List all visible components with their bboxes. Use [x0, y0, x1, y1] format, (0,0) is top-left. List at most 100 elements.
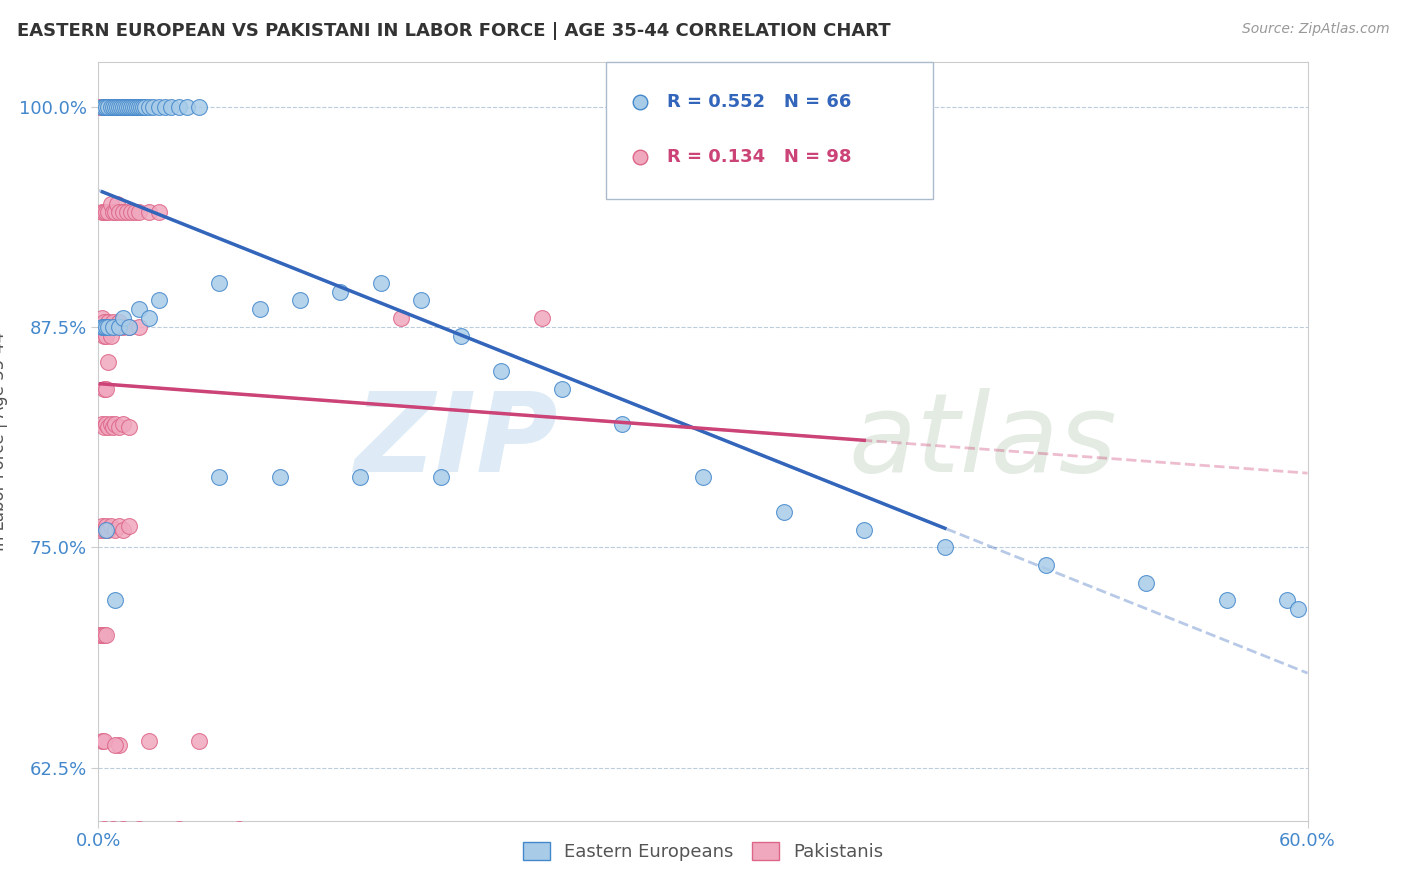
- Point: [91, 99, 114, 113]
- Point: [91, 99, 114, 113]
- Point: [93, 628, 115, 642]
- Point: [990, 191, 1012, 205]
- Point: [100, 99, 122, 113]
- Point: [96, 328, 118, 343]
- Point: [107, 420, 129, 434]
- Point: [114, 99, 136, 113]
- Point: [128, 320, 150, 334]
- Point: [148, 205, 170, 219]
- Point: [101, 420, 124, 434]
- Point: [97, 315, 120, 329]
- FancyBboxPatch shape: [606, 62, 932, 199]
- Point: [208, 470, 231, 484]
- Point: [93, 734, 115, 748]
- Point: [124, 205, 146, 219]
- Point: [101, 822, 124, 837]
- Point: [96, 320, 118, 334]
- Point: [101, 99, 124, 113]
- Point: [89, 99, 111, 113]
- Point: [1035, 558, 1057, 572]
- Point: [110, 99, 132, 113]
- Point: [349, 470, 371, 484]
- Point: [103, 205, 125, 219]
- Point: [101, 320, 124, 334]
- Point: [103, 320, 125, 334]
- Point: [101, 99, 124, 113]
- Point: [100, 328, 122, 343]
- Point: [128, 822, 150, 837]
- Point: [128, 205, 150, 219]
- Point: [103, 99, 125, 113]
- Point: [110, 99, 132, 113]
- Point: [96, 519, 118, 533]
- Point: [188, 734, 211, 748]
- Point: [96, 320, 118, 334]
- Point: [176, 99, 198, 113]
- Point: [129, 99, 152, 113]
- Point: [89, 523, 111, 537]
- Point: [96, 417, 118, 431]
- Point: [188, 99, 211, 113]
- Point: [100, 196, 122, 211]
- Point: [103, 593, 125, 607]
- Point: [107, 205, 129, 219]
- Point: [100, 99, 122, 113]
- Point: [103, 417, 125, 431]
- Point: [89, 628, 111, 642]
- Point: [228, 822, 250, 837]
- Point: [97, 205, 120, 219]
- Point: [96, 99, 118, 113]
- Point: [100, 519, 122, 533]
- Point: [93, 315, 115, 329]
- Point: [115, 99, 138, 113]
- Point: [100, 417, 122, 431]
- Point: [118, 519, 141, 533]
- Point: [120, 99, 142, 113]
- Point: [111, 99, 134, 113]
- Point: [91, 734, 114, 748]
- Point: [89, 320, 111, 334]
- Point: [101, 315, 124, 329]
- Point: [148, 99, 170, 113]
- Point: [160, 99, 183, 113]
- Point: [91, 628, 114, 642]
- Point: [115, 205, 138, 219]
- Point: [93, 320, 115, 334]
- Point: [96, 205, 118, 219]
- Point: [370, 276, 392, 290]
- Point: [329, 285, 352, 299]
- Text: atlas: atlas: [848, 388, 1116, 495]
- Point: [107, 99, 129, 113]
- Legend: Eastern Europeans, Pakistanis: Eastern Europeans, Pakistanis: [516, 835, 890, 869]
- Point: [103, 99, 125, 113]
- Point: [124, 99, 146, 113]
- Point: [125, 99, 148, 113]
- Point: [107, 320, 129, 334]
- Point: [692, 470, 714, 484]
- Point: [97, 523, 120, 537]
- Point: [138, 734, 160, 748]
- Point: [105, 99, 128, 113]
- Point: [125, 99, 148, 113]
- Point: [107, 315, 129, 329]
- Point: [101, 205, 124, 219]
- Point: [97, 826, 120, 840]
- Point: [96, 382, 118, 396]
- Point: [97, 99, 120, 113]
- Point: [105, 99, 128, 113]
- Point: [132, 99, 155, 113]
- Point: [118, 320, 141, 334]
- Y-axis label: In Labor Force | Age 35-44: In Labor Force | Age 35-44: [0, 332, 7, 551]
- Point: [93, 205, 115, 219]
- Point: [118, 320, 141, 334]
- Point: [1216, 593, 1239, 607]
- Point: [103, 523, 125, 537]
- Point: [128, 826, 150, 840]
- Point: [93, 420, 115, 434]
- Point: [97, 99, 120, 113]
- Point: [138, 99, 160, 113]
- Point: [491, 364, 513, 378]
- Point: [551, 382, 574, 396]
- Point: [97, 355, 120, 369]
- Point: [142, 99, 165, 113]
